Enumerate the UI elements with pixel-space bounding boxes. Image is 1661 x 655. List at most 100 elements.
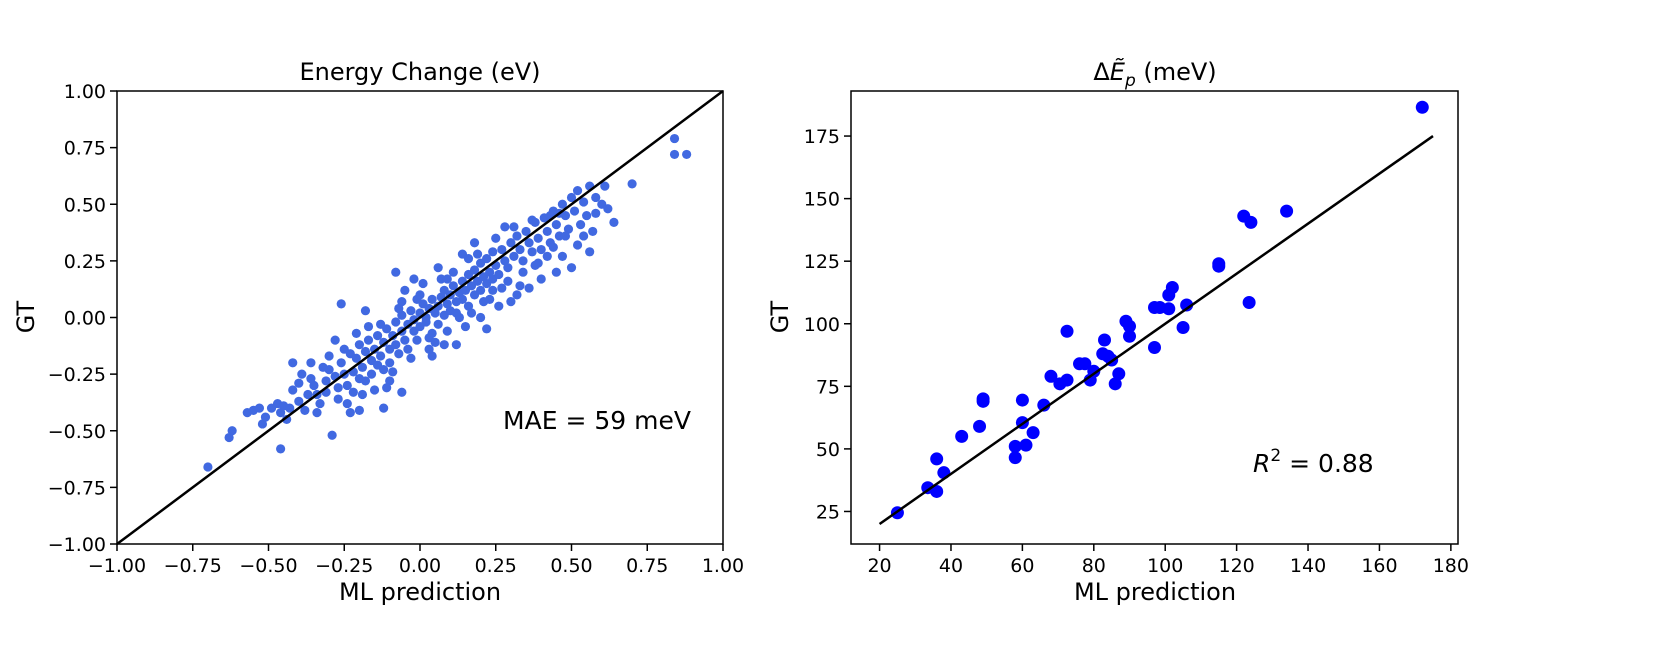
data-point	[448, 267, 458, 277]
data-point	[603, 204, 613, 214]
data-point	[476, 285, 486, 295]
data-point	[276, 444, 286, 454]
data-point	[1212, 259, 1226, 273]
data-point	[351, 328, 361, 338]
data-point	[357, 362, 368, 372]
data-point	[569, 206, 580, 216]
x-tick-label: 120	[1218, 555, 1254, 577]
data-point	[557, 251, 568, 261]
y-tick-label: −1.00	[48, 534, 106, 556]
data-point	[260, 412, 271, 422]
data-point	[303, 389, 313, 400]
x-tick-label: 0.75	[626, 555, 668, 577]
data-point	[1037, 398, 1051, 412]
data-point	[400, 335, 410, 345]
y-tick-label: 1.00	[64, 81, 106, 103]
data-point	[1015, 393, 1029, 407]
data-point	[418, 278, 428, 289]
data-point	[627, 179, 637, 189]
r2-var: R	[1253, 449, 1270, 478]
data-point	[342, 398, 352, 409]
y-tick-label: 125	[804, 251, 840, 273]
data-point	[433, 319, 443, 329]
x-axis-ticks: −1.00 −0.75 −0.50 −0.25 0.00 0.25 0.50 0.75 1.00	[88, 544, 744, 577]
data-point	[369, 344, 380, 354]
data-point	[1008, 451, 1022, 465]
y-axis-ticks: 25 50 75 100 125 150 175	[804, 126, 851, 523]
data-point	[400, 285, 410, 295]
data-point	[345, 408, 355, 418]
data-point	[357, 389, 368, 400]
data-point	[388, 367, 398, 377]
x-tick-label: 20	[867, 555, 891, 577]
r2-sup: 2	[1270, 446, 1281, 466]
data-point	[203, 462, 213, 472]
data-point	[527, 215, 537, 225]
data-point	[1162, 302, 1176, 316]
x-axis-ticks: 20 40 60 80 100 120 140 160 180	[867, 544, 1469, 577]
data-point	[412, 335, 422, 345]
data-point	[1060, 324, 1074, 338]
y-tick-label: 0.00	[64, 308, 106, 330]
data-point	[379, 403, 389, 413]
data-point	[409, 274, 419, 284]
x-tick-label: 160	[1361, 555, 1397, 577]
data-point	[579, 231, 589, 241]
data-point	[560, 231, 571, 241]
data-point	[376, 351, 386, 361]
data-point	[288, 358, 298, 368]
data-point	[482, 324, 492, 334]
data-point	[491, 233, 501, 243]
data-point	[351, 353, 361, 363]
data-point	[285, 403, 295, 413]
data-point	[1280, 204, 1294, 218]
data-point	[312, 408, 322, 418]
data-point	[930, 484, 944, 498]
data-point	[503, 276, 513, 286]
y-tick-label: 0.50	[64, 194, 106, 216]
data-point	[288, 385, 298, 395]
data-point	[463, 254, 474, 264]
data-point	[336, 299, 346, 309]
data-point	[512, 231, 522, 241]
title-symbol: Ẽ	[1110, 56, 1126, 86]
data-point	[321, 376, 331, 386]
data-point	[409, 315, 419, 325]
data-point	[500, 222, 510, 232]
data-point	[315, 398, 325, 409]
data-point	[439, 340, 449, 350]
r2-annotation: R2 = 0.88	[1253, 446, 1374, 478]
data-point	[1180, 298, 1194, 312]
data-point	[566, 192, 577, 203]
data-point	[412, 294, 422, 304]
data-point	[333, 383, 343, 393]
data-point	[336, 358, 346, 368]
data-point	[503, 263, 513, 273]
y-axis-ticks: −1.00 −0.75 −0.50 −0.25 0.00 0.25 0.50 0.75 1.00	[48, 81, 117, 556]
data-point	[360, 376, 371, 386]
data-point	[406, 353, 416, 363]
data-point	[379, 365, 389, 375]
data-point	[394, 303, 404, 314]
data-point	[551, 220, 561, 230]
data-point	[536, 274, 546, 284]
y-tick-label: −0.25	[48, 364, 106, 386]
data-point	[530, 260, 540, 271]
data-point	[342, 380, 352, 391]
y-tick-label: 25	[816, 501, 840, 523]
data-point	[1019, 438, 1033, 452]
x-tick-label: 80	[1082, 555, 1106, 577]
data-point	[294, 396, 304, 406]
r2-rest: = 0.88	[1281, 449, 1374, 478]
data-point	[527, 247, 537, 257]
x-tick-label: −1.00	[88, 555, 146, 577]
reference-line	[116, 89, 724, 546]
data-point	[254, 403, 265, 413]
data-point	[542, 251, 552, 261]
data-point	[366, 369, 377, 379]
data-point	[363, 321, 374, 332]
y-tick-label: 0.25	[64, 251, 106, 273]
data-point	[394, 349, 404, 359]
data-point	[591, 208, 601, 218]
data-point	[1165, 280, 1179, 294]
